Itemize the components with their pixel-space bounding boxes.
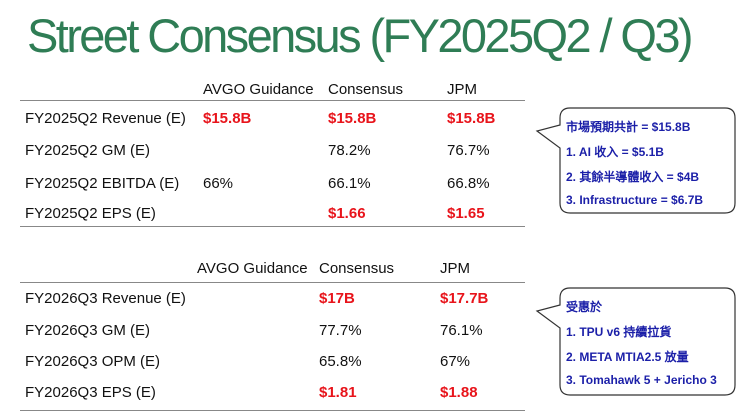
table1-cell-jpm: 76.7%	[447, 142, 490, 159]
table1-row-label: FY2025Q2 GM (E)	[25, 142, 151, 159]
table1-cell-jpm: 66.8%	[447, 175, 490, 192]
table1-divider	[20, 100, 525, 101]
table2-cell-jpm: $17.7B	[440, 290, 489, 307]
table2-row-label: FY2026Q3 EPS (E)	[25, 384, 156, 401]
table2-header-consensus: Consensus	[319, 260, 395, 277]
table2-cell-jpm: $1.88	[440, 384, 478, 401]
callout1-line: 市場預期共計 = $15.8B	[566, 120, 691, 134]
table2-cell-jpm: 76.1%	[440, 322, 483, 339]
callout1-line: 2. 其餘半導體收入 = $4B	[566, 170, 700, 184]
table2-divider	[20, 282, 525, 283]
table2-cell-consensus: 65.8%	[319, 353, 362, 370]
table1-header-consensus: Consensus	[328, 81, 404, 98]
callout2-line: 2. META MTIA2.5 放量	[566, 350, 689, 364]
table2-row-label: FY2026Q3 GM (E)	[25, 322, 151, 339]
table1-cell-jpm: $15.8B	[447, 110, 496, 127]
callout2-line: 3. Tomahawk 5 + Jericho 3	[566, 373, 717, 387]
callout2-line: 1. TPU v6 持續拉貨	[566, 325, 672, 339]
table2-cell-consensus: $1.81	[319, 384, 357, 401]
table1-cell-avgo: $15.8B	[203, 110, 252, 127]
table1-row-label: FY2025Q2 EPS (E)	[25, 205, 156, 222]
table2-cell-consensus: $17B	[319, 290, 355, 307]
table2-header-jpm: JPM	[440, 260, 470, 277]
table1-divider	[20, 226, 525, 227]
table1-cell-jpm: $1.65	[447, 205, 485, 222]
callout1-line: 3. Infrastructure = $6.7B	[566, 193, 704, 207]
table1-header-avgo: AVGO Guidance	[203, 81, 314, 98]
table2-cell-jpm: 67%	[440, 353, 471, 370]
table1-cell-consensus: $1.66	[328, 205, 366, 222]
callout-bubble-1	[535, 107, 736, 214]
callout-bubble-2	[535, 287, 736, 396]
table1-cell-consensus: 66.1%	[328, 175, 371, 192]
table1-cell-consensus: 78.2%	[328, 142, 371, 159]
table1-row-label: FY2025Q2 EBITDA (E)	[25, 175, 180, 192]
table2-header-avgo: AVGO Guidance	[197, 260, 308, 277]
table1-row-label: FY2025Q2 Revenue (E)	[25, 110, 186, 127]
table1-cell-avgo: 66%	[203, 175, 234, 192]
page-title: Street Consensus (FY2025Q2 / Q3)	[27, 9, 694, 62]
table2-row-label: FY2026Q3 Revenue (E)	[25, 290, 186, 307]
table1-header-jpm: JPM	[447, 81, 477, 98]
table2-row-label: FY2026Q3 OPM (E)	[25, 353, 161, 370]
table1-cell-consensus: $15.8B	[328, 110, 377, 127]
callout2-line: 受惠於	[566, 300, 603, 314]
table2-cell-consensus: 77.7%	[319, 322, 362, 339]
callout1-line: 1. AI 收入 = $5.1B	[566, 145, 664, 159]
